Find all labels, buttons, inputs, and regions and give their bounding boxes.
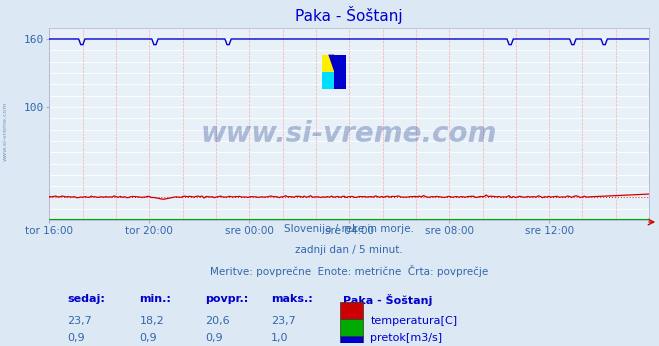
FancyBboxPatch shape [340, 319, 363, 336]
Text: 20,6: 20,6 [206, 316, 230, 326]
Text: 0,9: 0,9 [140, 333, 157, 343]
Text: maks.:: maks.: [272, 293, 313, 303]
Text: Slovenija / reke in morje.: Slovenija / reke in morje. [284, 224, 415, 234]
FancyBboxPatch shape [340, 336, 363, 346]
FancyBboxPatch shape [340, 302, 363, 319]
Text: www.si-vreme.com: www.si-vreme.com [201, 119, 498, 147]
Text: Paka - Šoštanj: Paka - Šoštanj [343, 293, 433, 306]
Text: 18,2: 18,2 [140, 316, 164, 326]
FancyBboxPatch shape [322, 72, 334, 89]
Text: Meritve: povprečne  Enote: metrične  Črta: povprečje: Meritve: povprečne Enote: metrične Črta:… [210, 265, 488, 277]
Text: 0,9: 0,9 [67, 333, 85, 343]
Text: 0,9: 0,9 [206, 333, 223, 343]
Polygon shape [328, 55, 334, 72]
Title: Paka - Šoštanj: Paka - Šoštanj [295, 6, 403, 24]
Text: 23,7: 23,7 [272, 316, 296, 326]
Text: povpr.:: povpr.: [206, 293, 248, 303]
Polygon shape [322, 55, 334, 72]
FancyBboxPatch shape [322, 55, 334, 72]
FancyBboxPatch shape [334, 55, 346, 89]
Text: 1,0: 1,0 [272, 333, 289, 343]
Text: pretok[m3/s]: pretok[m3/s] [370, 333, 442, 343]
Text: zadnji dan / 5 minut.: zadnji dan / 5 minut. [295, 245, 403, 255]
Text: sedaj:: sedaj: [67, 293, 105, 303]
Text: www.si-vreme.com: www.si-vreme.com [3, 102, 8, 161]
Text: 23,7: 23,7 [67, 316, 92, 326]
Text: temperatura[C]: temperatura[C] [370, 316, 457, 326]
Polygon shape [322, 72, 334, 89]
Text: min.:: min.: [140, 293, 171, 303]
